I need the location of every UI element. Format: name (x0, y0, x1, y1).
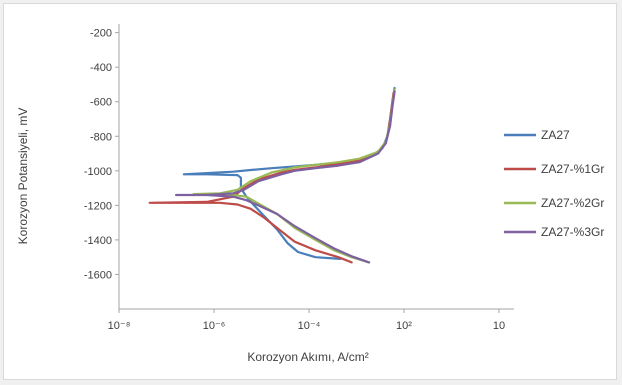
series-line-3 (192, 88, 396, 264)
x-tick-label: 10² (396, 320, 412, 332)
y-tick-labels: -200 -400 -600 -800 -1000 -1200 -1400 -1600 (84, 28, 119, 281)
y-tick-label: -1600 (84, 269, 112, 281)
legend-label: ZA27-%2Gr (541, 196, 604, 210)
x-tick-label: 10 (493, 320, 505, 332)
y-axis-title: Korozyon Potansiyeli, mV (16, 108, 30, 245)
legend-label: ZA27-%3Gr (541, 225, 604, 239)
y-tick-label: -1400 (84, 235, 112, 247)
series-line-4 (175, 90, 396, 264)
x-axis-title: Korozyon Akımı, A/cm² (247, 350, 368, 364)
x-tick-label: 10⁻⁶ (203, 320, 226, 332)
y-tick-label: -1000 (84, 166, 112, 178)
x-tick-label: 10⁻⁴ (298, 320, 321, 332)
legend-label: ZA27-%1Gr (541, 162, 604, 176)
y-tick-label: -200 (90, 28, 112, 40)
polarization-chart: -200 -400 -600 -800 -1000 -1200 -1400 -1600 10⁻… (16, 24, 604, 364)
x-tick-label: 10⁻⁸ (108, 320, 131, 332)
legend: ZA27 ZA27-%1Gr ZA27-%2Gr ZA27-%3Gr (504, 128, 604, 239)
legend-label: ZA27 (541, 128, 570, 142)
axes (118, 24, 514, 310)
series-line-1 (182, 86, 396, 260)
chart-panel: -200 -400 -600 -800 -1000 -1200 -1400 -1600 10⁻… (3, 3, 617, 380)
y-tick-label: -400 (90, 62, 112, 74)
y-tick-label: -1200 (84, 200, 112, 212)
x-tick-labels: 10⁻⁸ 10⁻⁶ 10⁻⁴ 10² 10 (108, 309, 505, 332)
y-tick-label: -600 (90, 97, 112, 109)
y-tick-label: -800 (90, 131, 112, 143)
series-lines (148, 86, 396, 264)
